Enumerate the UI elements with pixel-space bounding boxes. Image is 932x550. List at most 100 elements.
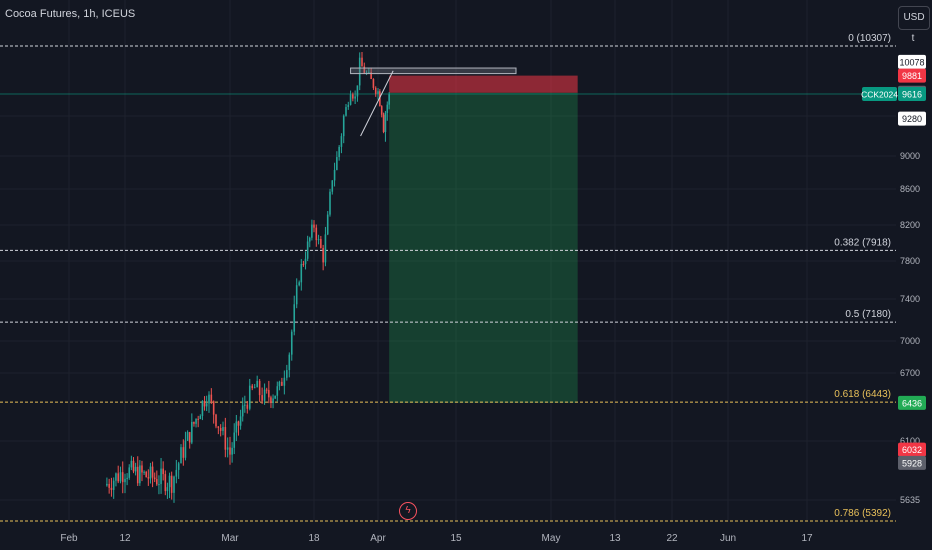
candle-body	[278, 381, 281, 387]
candle-body	[345, 107, 347, 116]
candle-body	[374, 87, 377, 94]
price-badge-label: 5928	[902, 458, 922, 468]
candle-body	[298, 282, 300, 286]
candle-body	[274, 395, 276, 399]
candle-body	[356, 85, 359, 97]
candle-body	[186, 432, 189, 441]
candle-body	[149, 466, 152, 479]
fib-label: 0.5 (7180)	[845, 309, 891, 320]
candle-body	[361, 57, 363, 67]
chart-title: Cocoa Futures, 1h, ICEUS	[5, 8, 136, 20]
price-badge	[898, 68, 926, 83]
candle-body	[349, 94, 352, 105]
candle-body	[201, 400, 204, 416]
candle-body	[168, 475, 171, 488]
candle-body	[304, 258, 307, 265]
price-badge	[898, 442, 926, 457]
time-tick-label: May	[542, 533, 561, 544]
time-axis: Feb 12 Mar 18 Apr 15 May 13 22 Jun 17	[60, 533, 813, 544]
candle-body	[219, 427, 222, 431]
time-tick-label: 18	[308, 533, 320, 544]
candle-body	[119, 472, 122, 482]
price-badge	[898, 87, 926, 102]
candle-body	[358, 57, 361, 86]
candle-body	[302, 263, 305, 265]
candles	[106, 51, 390, 503]
candle-body	[130, 460, 133, 468]
candle-body	[156, 479, 158, 485]
candle-body	[352, 94, 354, 99]
scale-button[interactable]: t	[911, 33, 915, 44]
candle-body	[258, 380, 261, 396]
fib-levels: 0 (10307) 0.382 (7918) 0.5 (7180) 0.618 (64…	[0, 33, 896, 522]
candle-body	[246, 404, 249, 409]
candle-body	[170, 475, 173, 493]
candle-body	[300, 263, 303, 283]
fib-label: 0.786 (5392)	[834, 508, 891, 519]
candle-body	[110, 487, 113, 490]
candle-body	[203, 400, 206, 407]
candle-body	[268, 390, 270, 398]
lightning-icon[interactable]: ϟ	[399, 502, 417, 520]
take-profit-zone	[389, 92, 578, 403]
price-badge-label: 6436	[902, 398, 922, 408]
candle-body	[239, 416, 242, 426]
chart-grid	[0, 0, 896, 522]
candle-body	[253, 387, 256, 389]
candle-body	[208, 394, 210, 404]
candle-body	[153, 477, 156, 480]
candle-body	[370, 72, 372, 79]
price-tick-label: 6700	[900, 368, 920, 378]
fib-label: 0.382 (7918)	[834, 237, 891, 248]
candle-body	[342, 115, 345, 137]
candle-body	[326, 214, 329, 235]
candle-body	[112, 480, 115, 490]
candle-body	[340, 136, 343, 147]
candle-body	[117, 473, 120, 482]
position-zones	[389, 75, 578, 403]
price-badge-label: 6032	[902, 445, 922, 455]
candle-body	[160, 468, 162, 485]
candle-body	[293, 304, 296, 332]
candle-body	[217, 426, 220, 428]
price-badge-label: 9280	[902, 114, 922, 124]
candle-body	[197, 418, 199, 420]
candle-body	[286, 370, 288, 378]
price-tick-label: 7400	[900, 294, 920, 304]
candle-body	[210, 394, 213, 402]
candle-body	[308, 237, 311, 242]
candle-body	[283, 377, 286, 386]
candle-body	[212, 401, 215, 415]
price-tick-label: 6100	[900, 436, 920, 446]
candle-body	[311, 224, 313, 238]
candle-body	[386, 104, 389, 113]
candle-body	[288, 354, 291, 371]
currency-button[interactable]: USD	[898, 6, 930, 30]
candle-body	[164, 474, 167, 492]
candle-body	[182, 447, 185, 458]
price-badge	[898, 111, 926, 126]
candle-body	[248, 385, 251, 409]
symbol-badge-label: CCK2024	[861, 90, 898, 100]
fib-label: 0.618 (6443)	[834, 389, 891, 400]
candle-body	[380, 106, 383, 115]
candle-body	[173, 476, 175, 493]
candle-body	[347, 104, 350, 108]
candle-body	[320, 239, 322, 248]
candle-body	[270, 397, 272, 403]
price-tick-label: 8200	[900, 220, 920, 230]
candle-body	[265, 389, 268, 391]
candle-body	[354, 96, 356, 99]
candle-body	[244, 404, 246, 406]
candle-body	[290, 331, 293, 355]
candle-body	[315, 227, 318, 241]
time-tick-label: 12	[119, 533, 131, 544]
candle-body	[388, 94, 390, 105]
candle-body	[205, 403, 208, 407]
price-badge	[898, 54, 926, 69]
price-badge	[898, 455, 926, 470]
candle-body	[372, 78, 375, 88]
stop-loss-zone	[389, 75, 578, 93]
candle-body	[136, 466, 139, 484]
